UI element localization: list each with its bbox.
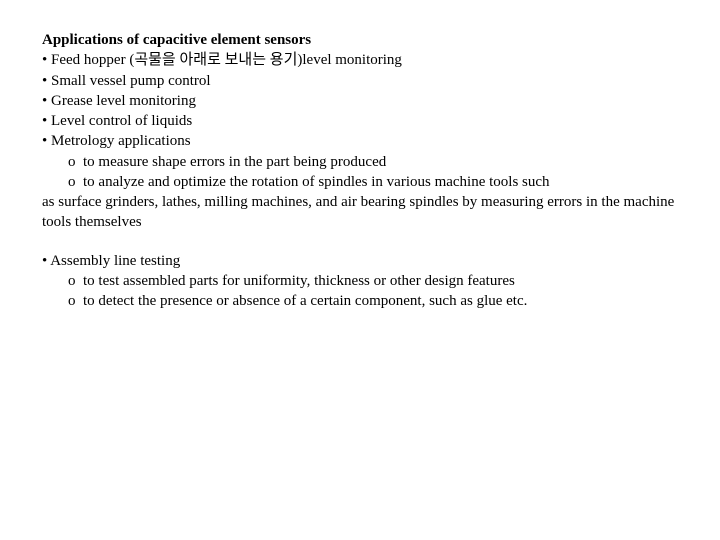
bullet-item: • Metrology applications — [42, 131, 678, 151]
sub-bullet-text: to detect the presence or absence of a c… — [83, 293, 527, 309]
sub-bullet-text: to test assembled parts for uniformity, … — [83, 273, 515, 289]
sub-bullet-marker: o — [68, 174, 76, 190]
sub-bullet-item: o to detect the presence or absence of a… — [42, 291, 678, 311]
continuation-text: as surface grinders, lathes, milling mac… — [42, 192, 678, 233]
bullet-item: • Feed hopper (곡물을 아래로 보내는 용기)level moni… — [42, 50, 678, 70]
sub-bullet-text: to measure shape errors in the part bein… — [83, 154, 386, 170]
bullet-marker: • — [42, 93, 47, 109]
sub-bullet-item: o to test assembled parts for uniformity… — [42, 271, 678, 291]
sub-bullet-marker: o — [68, 273, 76, 289]
bullet-item: • Level control of liquids — [42, 111, 678, 131]
sub-bullet-text: to analyze and optimize the rotation of … — [83, 174, 550, 190]
bullet-text: Small vessel pump control — [51, 73, 211, 89]
sub-bullet-marker: o — [68, 293, 76, 309]
bullet-text: Metrology applications — [51, 133, 191, 149]
document-title: Applications of capacitive element senso… — [42, 30, 678, 50]
bullet-marker: • — [42, 133, 47, 149]
sub-bullet-item: o to measure shape errors in the part be… — [42, 152, 678, 172]
bullet-text: Feed hopper (곡물을 아래로 보내는 용기)level monito… — [51, 52, 402, 68]
bullet-text: Level control of liquids — [51, 113, 192, 129]
bullet-marker: • — [42, 253, 47, 269]
bullet-text: Assembly line testing — [50, 253, 180, 269]
paragraph-spacer — [42, 233, 678, 251]
bullet-item: • Assembly line testing — [42, 251, 678, 271]
sub-bullet-marker: o — [68, 154, 76, 170]
bullet-item: • Small vessel pump control — [42, 71, 678, 91]
sub-bullet-item: o to analyze and optimize the rotation o… — [42, 172, 678, 192]
bullet-marker: • — [42, 113, 47, 129]
bullet-text: Grease level monitoring — [51, 93, 196, 109]
bullet-item: • Grease level monitoring — [42, 91, 678, 111]
bullet-marker: • — [42, 52, 47, 68]
bullet-marker: • — [42, 73, 47, 89]
